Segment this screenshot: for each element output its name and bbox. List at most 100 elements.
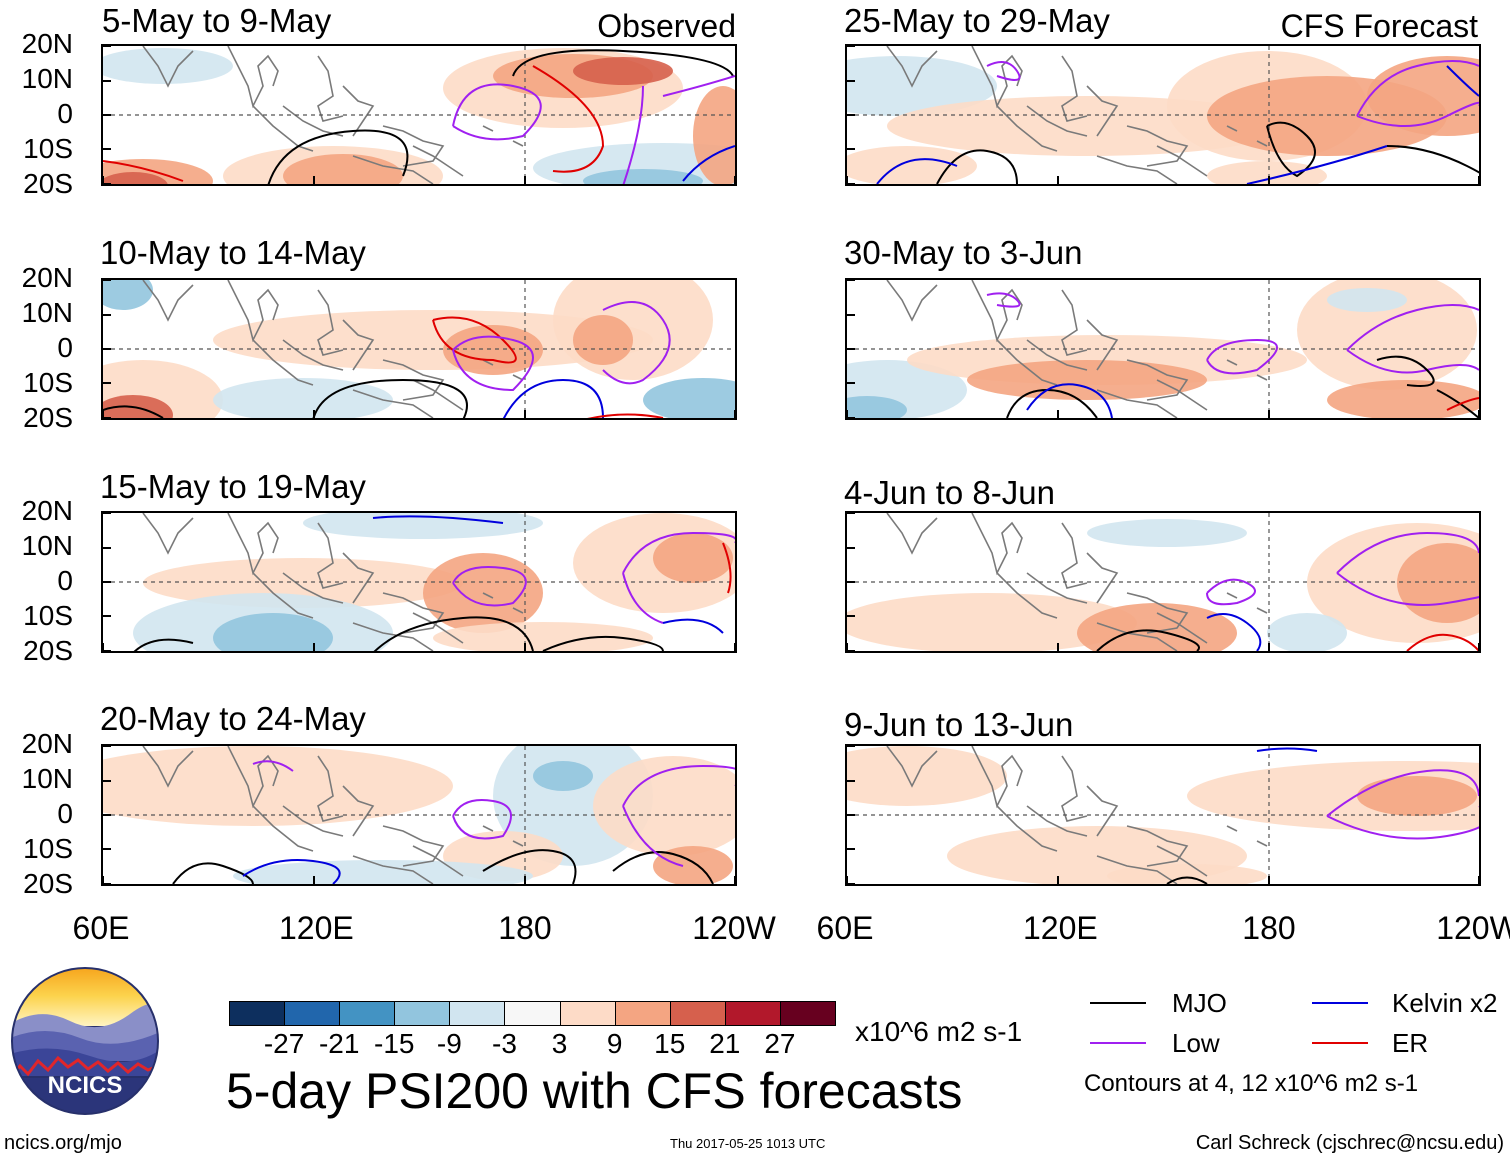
timestamp: Thu 2017-05-25 1013 UTC xyxy=(670,1136,826,1151)
coastline-6 xyxy=(382,125,445,167)
contour-line-3 xyxy=(876,158,958,184)
contour-line-5 xyxy=(1356,60,1479,127)
map-panel-fc-2 xyxy=(845,278,1481,420)
coastline-8 xyxy=(412,612,464,644)
coastline-6 xyxy=(382,592,445,634)
contour-line-2 xyxy=(452,83,542,141)
anomaly-field-6 xyxy=(1207,161,1327,184)
anomaly-field-4 xyxy=(593,756,735,856)
coastline-7 xyxy=(352,155,434,184)
coastline-6 xyxy=(1126,592,1189,634)
coastline-0 xyxy=(142,746,194,788)
contour-line-3 xyxy=(242,859,341,884)
coastline-2 xyxy=(996,339,1058,386)
coastline-4 xyxy=(317,522,344,589)
coastline-5 xyxy=(342,552,375,604)
contour-line-1 xyxy=(1266,121,1316,178)
coastline-8 xyxy=(1156,379,1208,411)
coastline-4 xyxy=(1061,755,1088,822)
coastline-1 xyxy=(971,280,1023,343)
anomaly-field-5 xyxy=(1327,380,1479,418)
coastline-6 xyxy=(1126,359,1189,401)
anomaly-field-8 xyxy=(643,378,735,418)
map-fc-2 xyxy=(847,280,1479,418)
anomaly-field-0 xyxy=(847,56,997,116)
y-tick-label-row4-3: 10S xyxy=(23,833,73,864)
contour-line-0 xyxy=(1206,578,1256,606)
coastline-7 xyxy=(1096,622,1178,651)
x-tick-label-col2-1: 120E xyxy=(1023,910,1098,946)
coastline-9 xyxy=(482,125,524,147)
coastline-9 xyxy=(482,359,524,381)
y-tick-label-row3-1: 10N xyxy=(21,530,73,561)
figure-title: 5-day PSI200 with CFS forecasts xyxy=(226,1063,963,1119)
anomaly-field-5 xyxy=(1267,613,1347,651)
anomaly-field-4 xyxy=(1367,56,1479,136)
contour-line-0 xyxy=(1326,769,1479,840)
x-tick-label-col2-3: 120W xyxy=(1436,910,1510,946)
anomaly-field-2 xyxy=(103,395,173,418)
colorbar-tick-8: 21 xyxy=(709,1028,741,1059)
coastline-5 xyxy=(1086,85,1119,137)
anomaly-field-0 xyxy=(103,280,153,310)
y-tick-label-row2-3: 10S xyxy=(23,367,73,398)
contour-line-2 xyxy=(612,851,714,884)
panel-title-obs-1: 5-May to 9-May xyxy=(102,2,332,39)
anomaly-field-0 xyxy=(303,513,543,539)
coastline-9 xyxy=(1226,359,1268,381)
contour-line-2 xyxy=(1206,338,1278,375)
y-tick-label-row4-4: 20S xyxy=(23,868,73,899)
contour-line-4 xyxy=(532,65,605,173)
anomaly-field-6 xyxy=(653,533,733,583)
map-panel-obs-4 xyxy=(101,744,737,886)
map-obs-3 xyxy=(103,513,735,651)
panel-title-obs-3: 15-May to 19-May xyxy=(100,468,366,505)
colorbar xyxy=(229,1001,836,1026)
y-tick-label-row3-4: 20S xyxy=(23,635,73,666)
coastline-1 xyxy=(971,513,1023,576)
colorbar-swatch-4 xyxy=(449,1001,506,1026)
anomaly-field-5 xyxy=(847,146,977,184)
contour-line-1 xyxy=(512,49,734,77)
logo-text: NCICS xyxy=(48,1072,123,1099)
y-tick-label-row1-1: 10N xyxy=(21,63,73,94)
y-tick-label-row2-4: 20S xyxy=(23,402,73,433)
y-tick-label-row4-2: 0 xyxy=(57,798,73,829)
contour-line-3 xyxy=(622,75,735,184)
y-tick-label-row3-3: 10S xyxy=(23,600,73,631)
coastline-4 xyxy=(317,755,344,822)
y-tick-label-row2-1: 10N xyxy=(21,297,73,328)
contour-line-4 xyxy=(452,799,512,840)
contour-line-1 xyxy=(482,849,577,884)
map-panel-fc-4 xyxy=(845,744,1481,886)
colorbar-swatch-0 xyxy=(229,1001,286,1026)
panel-title-obs-2: 10-May to 14-May xyxy=(100,234,366,271)
y-tick-label-row2-0: 20N xyxy=(21,262,73,293)
contour-line-7 xyxy=(722,542,732,594)
anomaly-field-4 xyxy=(443,325,543,375)
coastline-9 xyxy=(1226,592,1268,614)
colorbar-swatch-1 xyxy=(284,1001,341,1026)
coastline-4 xyxy=(1061,522,1088,589)
contour-line-6 xyxy=(1446,65,1479,97)
coastline-3 xyxy=(1026,572,1088,604)
coastline-2 xyxy=(996,105,1058,152)
map-fc-4 xyxy=(847,746,1479,884)
source-link[interactable]: ncics.org/mjo xyxy=(4,1132,122,1154)
map-panel-obs-1 xyxy=(101,44,737,186)
contour-line-7 xyxy=(986,292,1021,308)
colorbar-units: x10^6 m2 s-1 xyxy=(855,1016,1023,1047)
coastline-7 xyxy=(1096,155,1178,184)
anomaly-field-9 xyxy=(583,169,703,184)
coastline-8 xyxy=(1156,612,1208,644)
map-panel-fc-3 xyxy=(845,511,1481,653)
coastline-2 xyxy=(252,105,314,152)
colorbar-tick-6: 9 xyxy=(606,1028,623,1059)
legend-label-kelvin: Kelvin x2 xyxy=(1392,988,1498,1018)
contour-line-6 xyxy=(252,760,294,772)
coastline-9 xyxy=(482,592,524,614)
coastline-4 xyxy=(1061,55,1088,122)
colorbar-swatch-10 xyxy=(779,1001,836,1026)
ncics-logo[interactable]: NCICS xyxy=(10,966,160,1116)
coastline-5 xyxy=(1086,319,1119,371)
